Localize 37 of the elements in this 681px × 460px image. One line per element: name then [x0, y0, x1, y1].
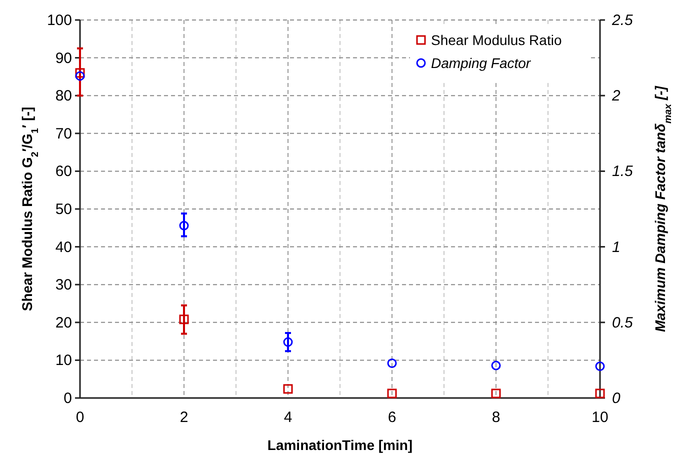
y-tick-label: 90 [55, 50, 72, 67]
x-tick-label: 10 [592, 409, 608, 426]
point [179, 314, 189, 324]
x-tick-label: 4 [284, 409, 292, 426]
x-axis-title: LaminationTime [min] [267, 437, 413, 453]
y2-tick-label: 0 [612, 390, 621, 407]
y2-tick-label: 1.5 [612, 163, 634, 180]
point [75, 68, 85, 78]
y2-tick-label: 1 [612, 238, 620, 256]
y-tick-label: 30 [55, 276, 72, 294]
y2-tick-label: 2.5 [611, 12, 634, 29]
point [283, 337, 293, 347]
point [283, 384, 293, 394]
point [387, 358, 397, 368]
y2-tick-label: 2 [611, 88, 621, 105]
point [491, 388, 501, 398]
point [179, 220, 189, 230]
point [75, 71, 85, 81]
y-tick-label: 100 [46, 12, 72, 29]
legend-label: Damping Factor [431, 55, 532, 71]
y-tick-label: 80 [55, 88, 72, 105]
y-tick-label: 20 [55, 314, 72, 332]
y-tick-label: 40 [55, 238, 72, 256]
point [595, 362, 605, 371]
point [491, 360, 501, 370]
x-tick-label: 8 [492, 409, 500, 426]
y-tick-label: 0 [64, 390, 72, 407]
y2-tick-label: 0.5 [612, 314, 634, 332]
y-tick-label: 70 [55, 125, 72, 142]
y-tick-label: 50 [55, 201, 72, 218]
legend-label: Shear Modulus Ratio [431, 32, 562, 48]
y-tick-label: 60 [55, 163, 72, 180]
x-tick-label: 2 [180, 409, 188, 426]
x-tick-label: 6 [388, 409, 396, 426]
x-tick-label: 0 [76, 409, 84, 426]
point [387, 388, 397, 398]
y-tick-label: 10 [55, 352, 72, 370]
